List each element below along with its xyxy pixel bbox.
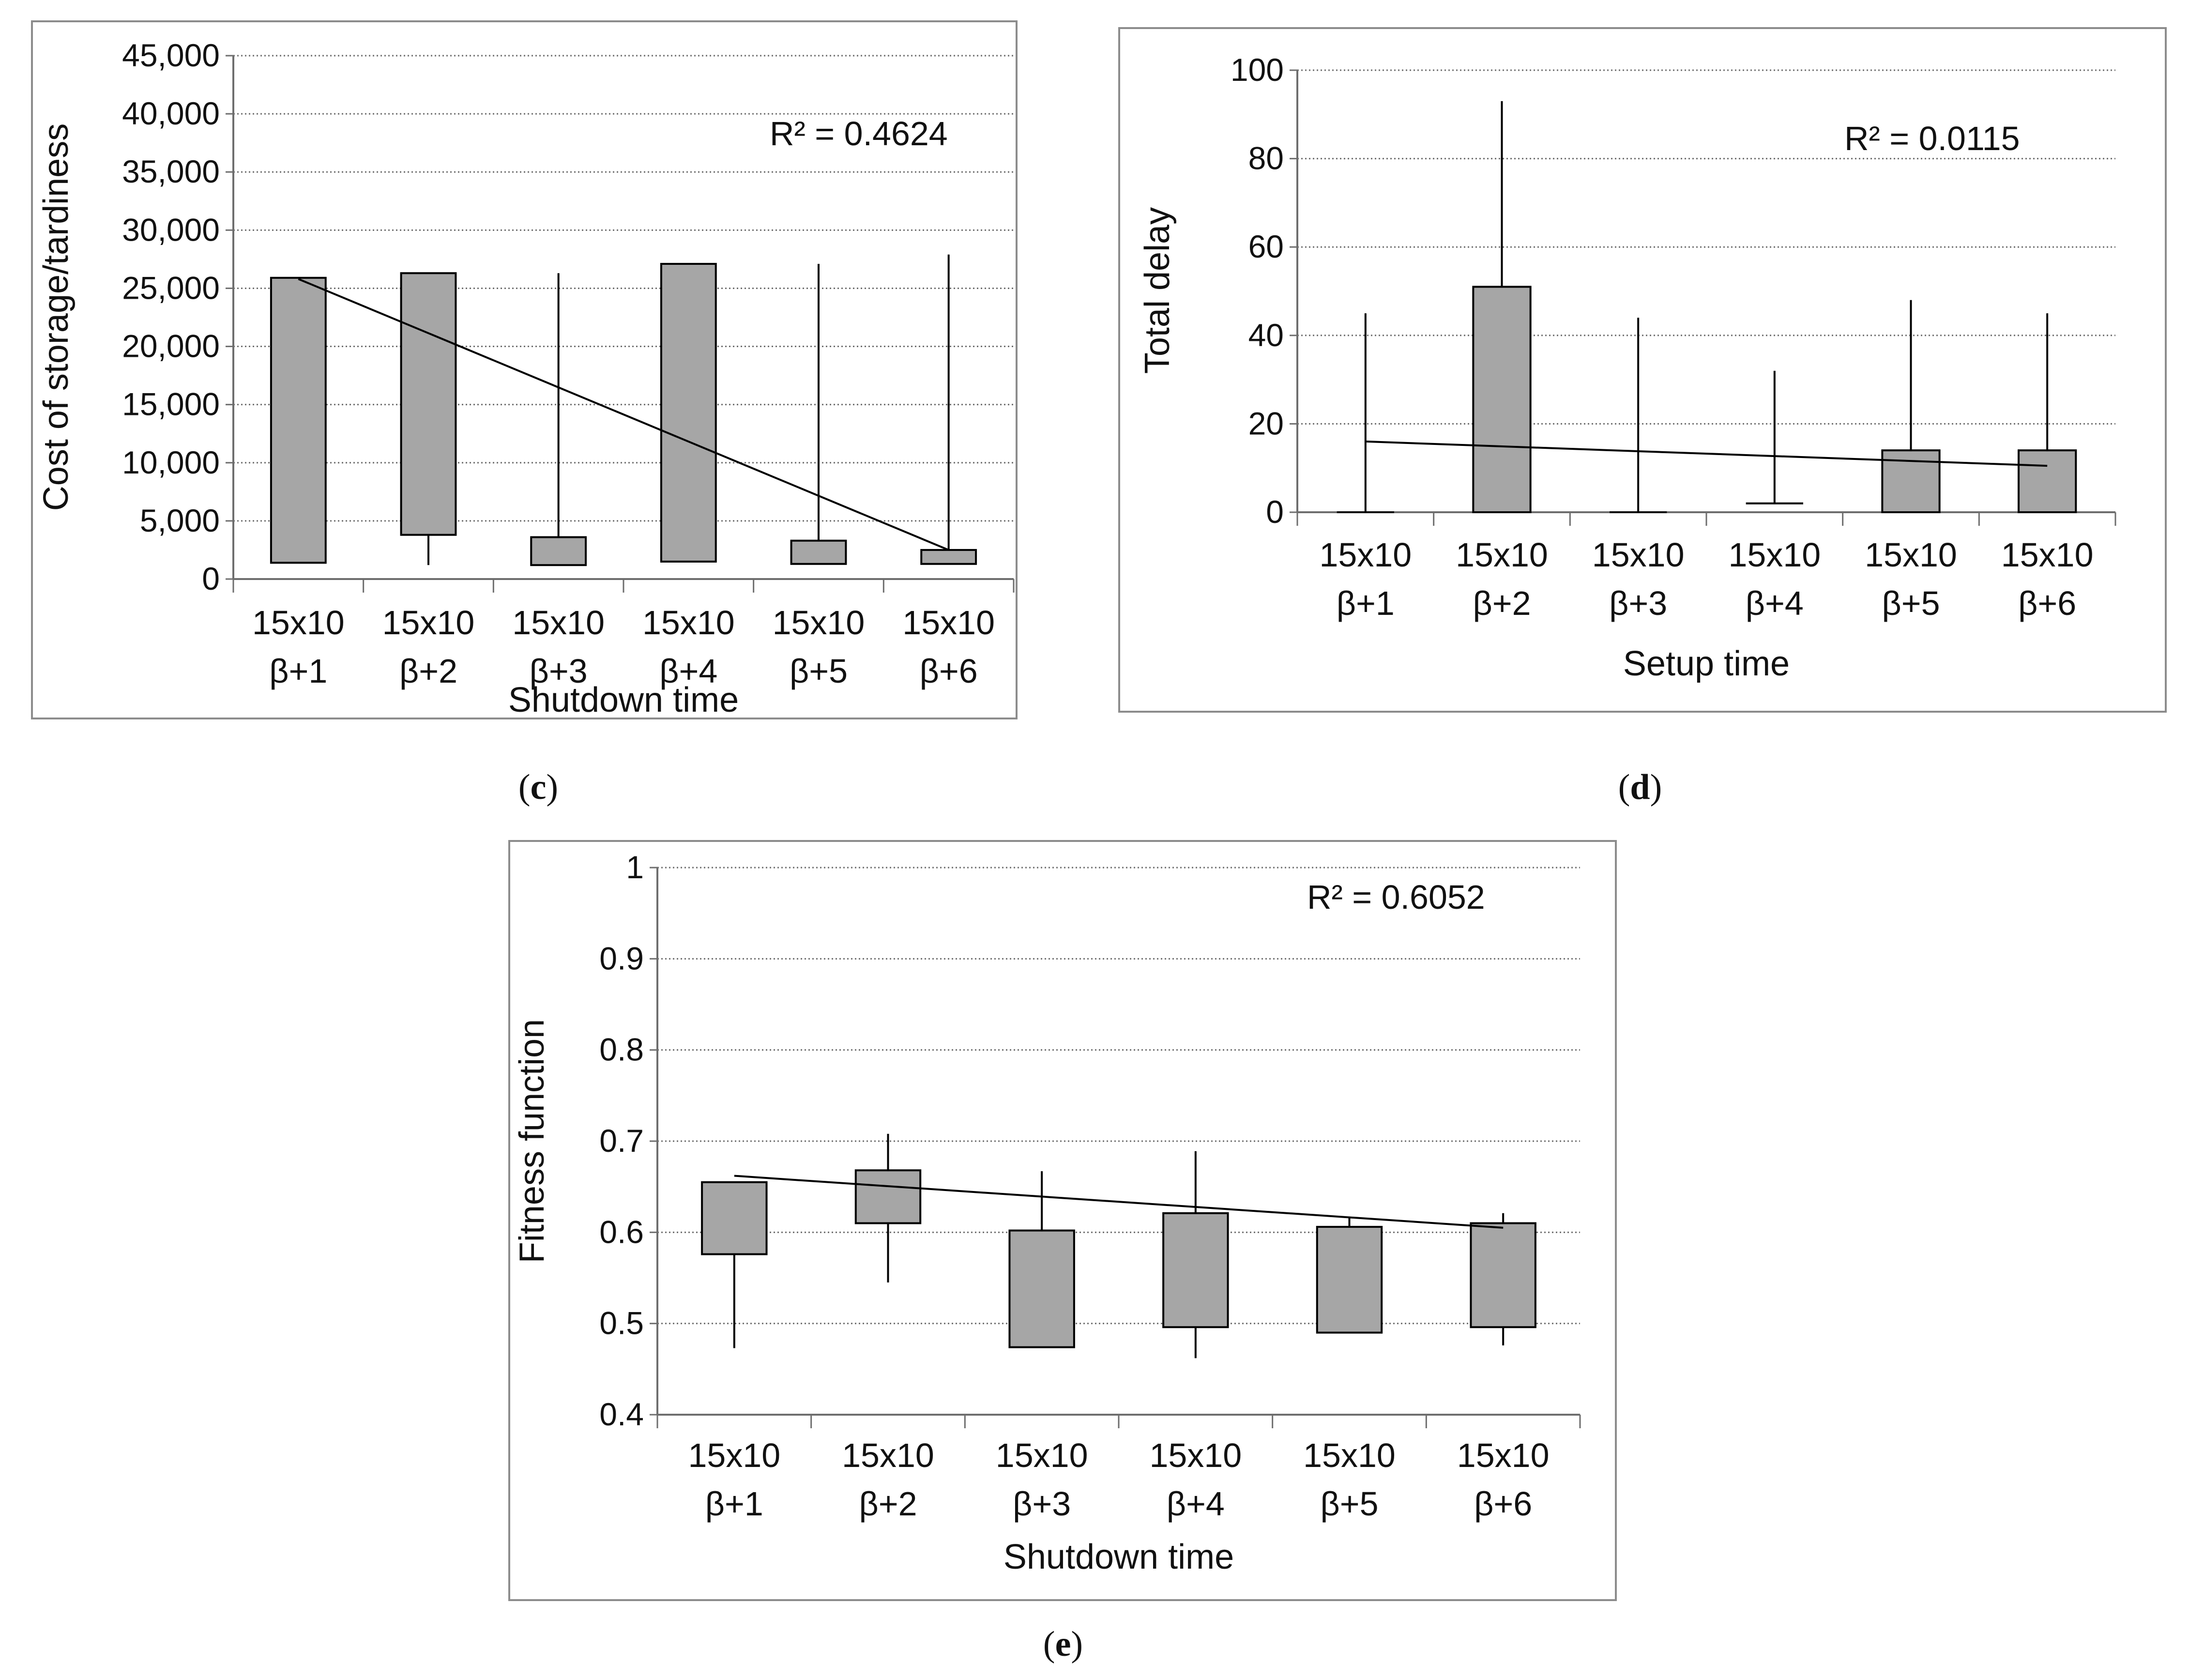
x-tick-label: 15x10 xyxy=(1303,1436,1396,1474)
x-tick-label: β+2 xyxy=(399,652,457,690)
x-tick-label: β+5 xyxy=(790,652,848,690)
y-tick-label: 80 xyxy=(1248,140,1284,176)
y-tick-label: 20 xyxy=(1248,405,1284,441)
x-tick-label: 15x10 xyxy=(252,604,345,641)
x-tick-label: 15x10 xyxy=(1149,1436,1242,1474)
x-axis-label: Shutdown time xyxy=(508,681,739,719)
chart-panel-d: 0 20 40 60 80 100 15x10 β+1 15x10 β+2 15x10 β+3 15x1… xyxy=(1118,27,2167,713)
chart-panel-e: 0.4 0.5 0.6 0.7 0.8 0.9 1 15x10 β+1 15x10 β+2 15x10… xyxy=(508,840,1617,1601)
x-tick-label: 15x10 xyxy=(642,604,735,641)
x-tick-label: β+1 xyxy=(705,1485,763,1523)
r-squared-label: R² = 0.6052 xyxy=(1307,878,1485,916)
box xyxy=(701,1181,768,1255)
y-tick-label: 10,000 xyxy=(122,444,220,480)
x-tick-label: β+6 xyxy=(1474,1485,1532,1523)
trendline xyxy=(298,278,949,551)
y-tick-label: 0 xyxy=(202,561,220,596)
x-tick-label: β+4 xyxy=(659,652,717,690)
y-tick-label: 0.8 xyxy=(599,1032,644,1068)
x-tick-label: 15x10 xyxy=(2001,536,2094,574)
y-tick-label: 40 xyxy=(1248,317,1284,353)
x-tick-label: 15x10 xyxy=(1457,1436,1550,1474)
box xyxy=(400,272,457,536)
x-tick-label: 15x10 xyxy=(512,604,605,641)
x-tick-label: β+3 xyxy=(530,652,588,690)
y-tick-label: 0.6 xyxy=(599,1214,644,1250)
x-tick-label: 15x10 xyxy=(773,604,865,641)
x-tick-label: β+1 xyxy=(269,652,327,690)
x-tick-label: β+1 xyxy=(1337,584,1395,622)
x-tick-label: β+2 xyxy=(1473,584,1531,622)
y-tick-label: 0.4 xyxy=(599,1396,644,1432)
x-tick-label: β+6 xyxy=(920,652,978,690)
box xyxy=(270,276,327,564)
x-tick-label: 15x10 xyxy=(842,1436,934,1474)
box xyxy=(660,262,717,563)
y-axis-label: Total delay xyxy=(1138,207,1177,374)
x-tick-label: β+3 xyxy=(1013,1485,1071,1523)
y-tick-label: 100 xyxy=(1231,52,1284,88)
box xyxy=(920,549,977,565)
chart-panel-c: 0 5,000 10,000 15,000 20,000 25,000 30,000 35,0… xyxy=(31,20,1018,719)
box xyxy=(1472,286,1532,513)
y-tick-label: 60 xyxy=(1248,229,1284,264)
x-tick-label: 15x10 xyxy=(902,604,995,641)
box xyxy=(790,539,847,565)
x-tick-label: β+5 xyxy=(1882,584,1940,622)
y-tick-label: 30,000 xyxy=(122,212,220,247)
box xyxy=(2018,449,2077,513)
x-axis-label: Shutdown time xyxy=(1003,1538,1234,1576)
x-tick-label: 15x10 xyxy=(1456,536,1548,574)
panel-caption-e: (e) xyxy=(1043,1624,1083,1664)
x-tick-label: 15x10 xyxy=(1592,536,1685,574)
y-tick-label: 0.7 xyxy=(599,1123,644,1159)
x-tick-label: β+3 xyxy=(1609,584,1667,622)
chart-frame xyxy=(508,840,1617,1601)
chart-frame xyxy=(1118,27,2167,713)
box xyxy=(1008,1229,1075,1348)
x-tick-label: 15x10 xyxy=(996,1436,1088,1474)
y-tick-label: 1 xyxy=(626,849,644,885)
trendline xyxy=(1365,440,2048,467)
panel-caption-d: (d) xyxy=(1618,767,1662,807)
x-tick-label: 15x10 xyxy=(382,604,475,641)
y-axis-label: Cost of storage/tardiness xyxy=(37,123,76,511)
x-tick-label: β+4 xyxy=(1746,584,1804,622)
panel-caption-c: (c) xyxy=(518,767,558,807)
y-tick-label: 20,000 xyxy=(122,328,220,364)
r-squared-label: R² = 0.0115 xyxy=(1844,120,2020,157)
box xyxy=(530,536,587,566)
x-tick-label: β+5 xyxy=(1320,1485,1378,1523)
y-tick-label: 45,000 xyxy=(122,37,220,73)
y-tick-label: 40,000 xyxy=(122,95,220,131)
trendline xyxy=(734,1175,1504,1229)
box xyxy=(854,1169,922,1224)
x-tick-label: 15x10 xyxy=(1728,536,1821,574)
x-tick-label: 15x10 xyxy=(688,1436,780,1474)
x-tick-label: β+2 xyxy=(859,1485,917,1523)
box xyxy=(1316,1226,1383,1334)
x-tick-label: β+4 xyxy=(1167,1485,1225,1523)
r-squared-label: R² = 0.4624 xyxy=(770,115,948,153)
y-tick-label: 15,000 xyxy=(122,386,220,422)
y-tick-label: 0 xyxy=(1266,494,1284,530)
x-axis-label: Setup time xyxy=(1623,644,1790,683)
y-tick-label: 35,000 xyxy=(122,153,220,189)
y-tick-label: 5,000 xyxy=(140,503,220,538)
y-tick-label: 25,000 xyxy=(122,270,220,305)
y-tick-label: 0.9 xyxy=(599,940,644,976)
chart-frame xyxy=(31,20,1018,719)
box xyxy=(1470,1222,1536,1329)
y-tick-label: 0.5 xyxy=(599,1305,644,1341)
box xyxy=(1162,1212,1229,1329)
x-tick-label: 15x10 xyxy=(1319,536,1412,574)
y-axis-label: Fitness function xyxy=(513,1019,551,1263)
x-tick-label: β+6 xyxy=(2018,584,2076,622)
x-tick-label: 15x10 xyxy=(1865,536,1957,574)
